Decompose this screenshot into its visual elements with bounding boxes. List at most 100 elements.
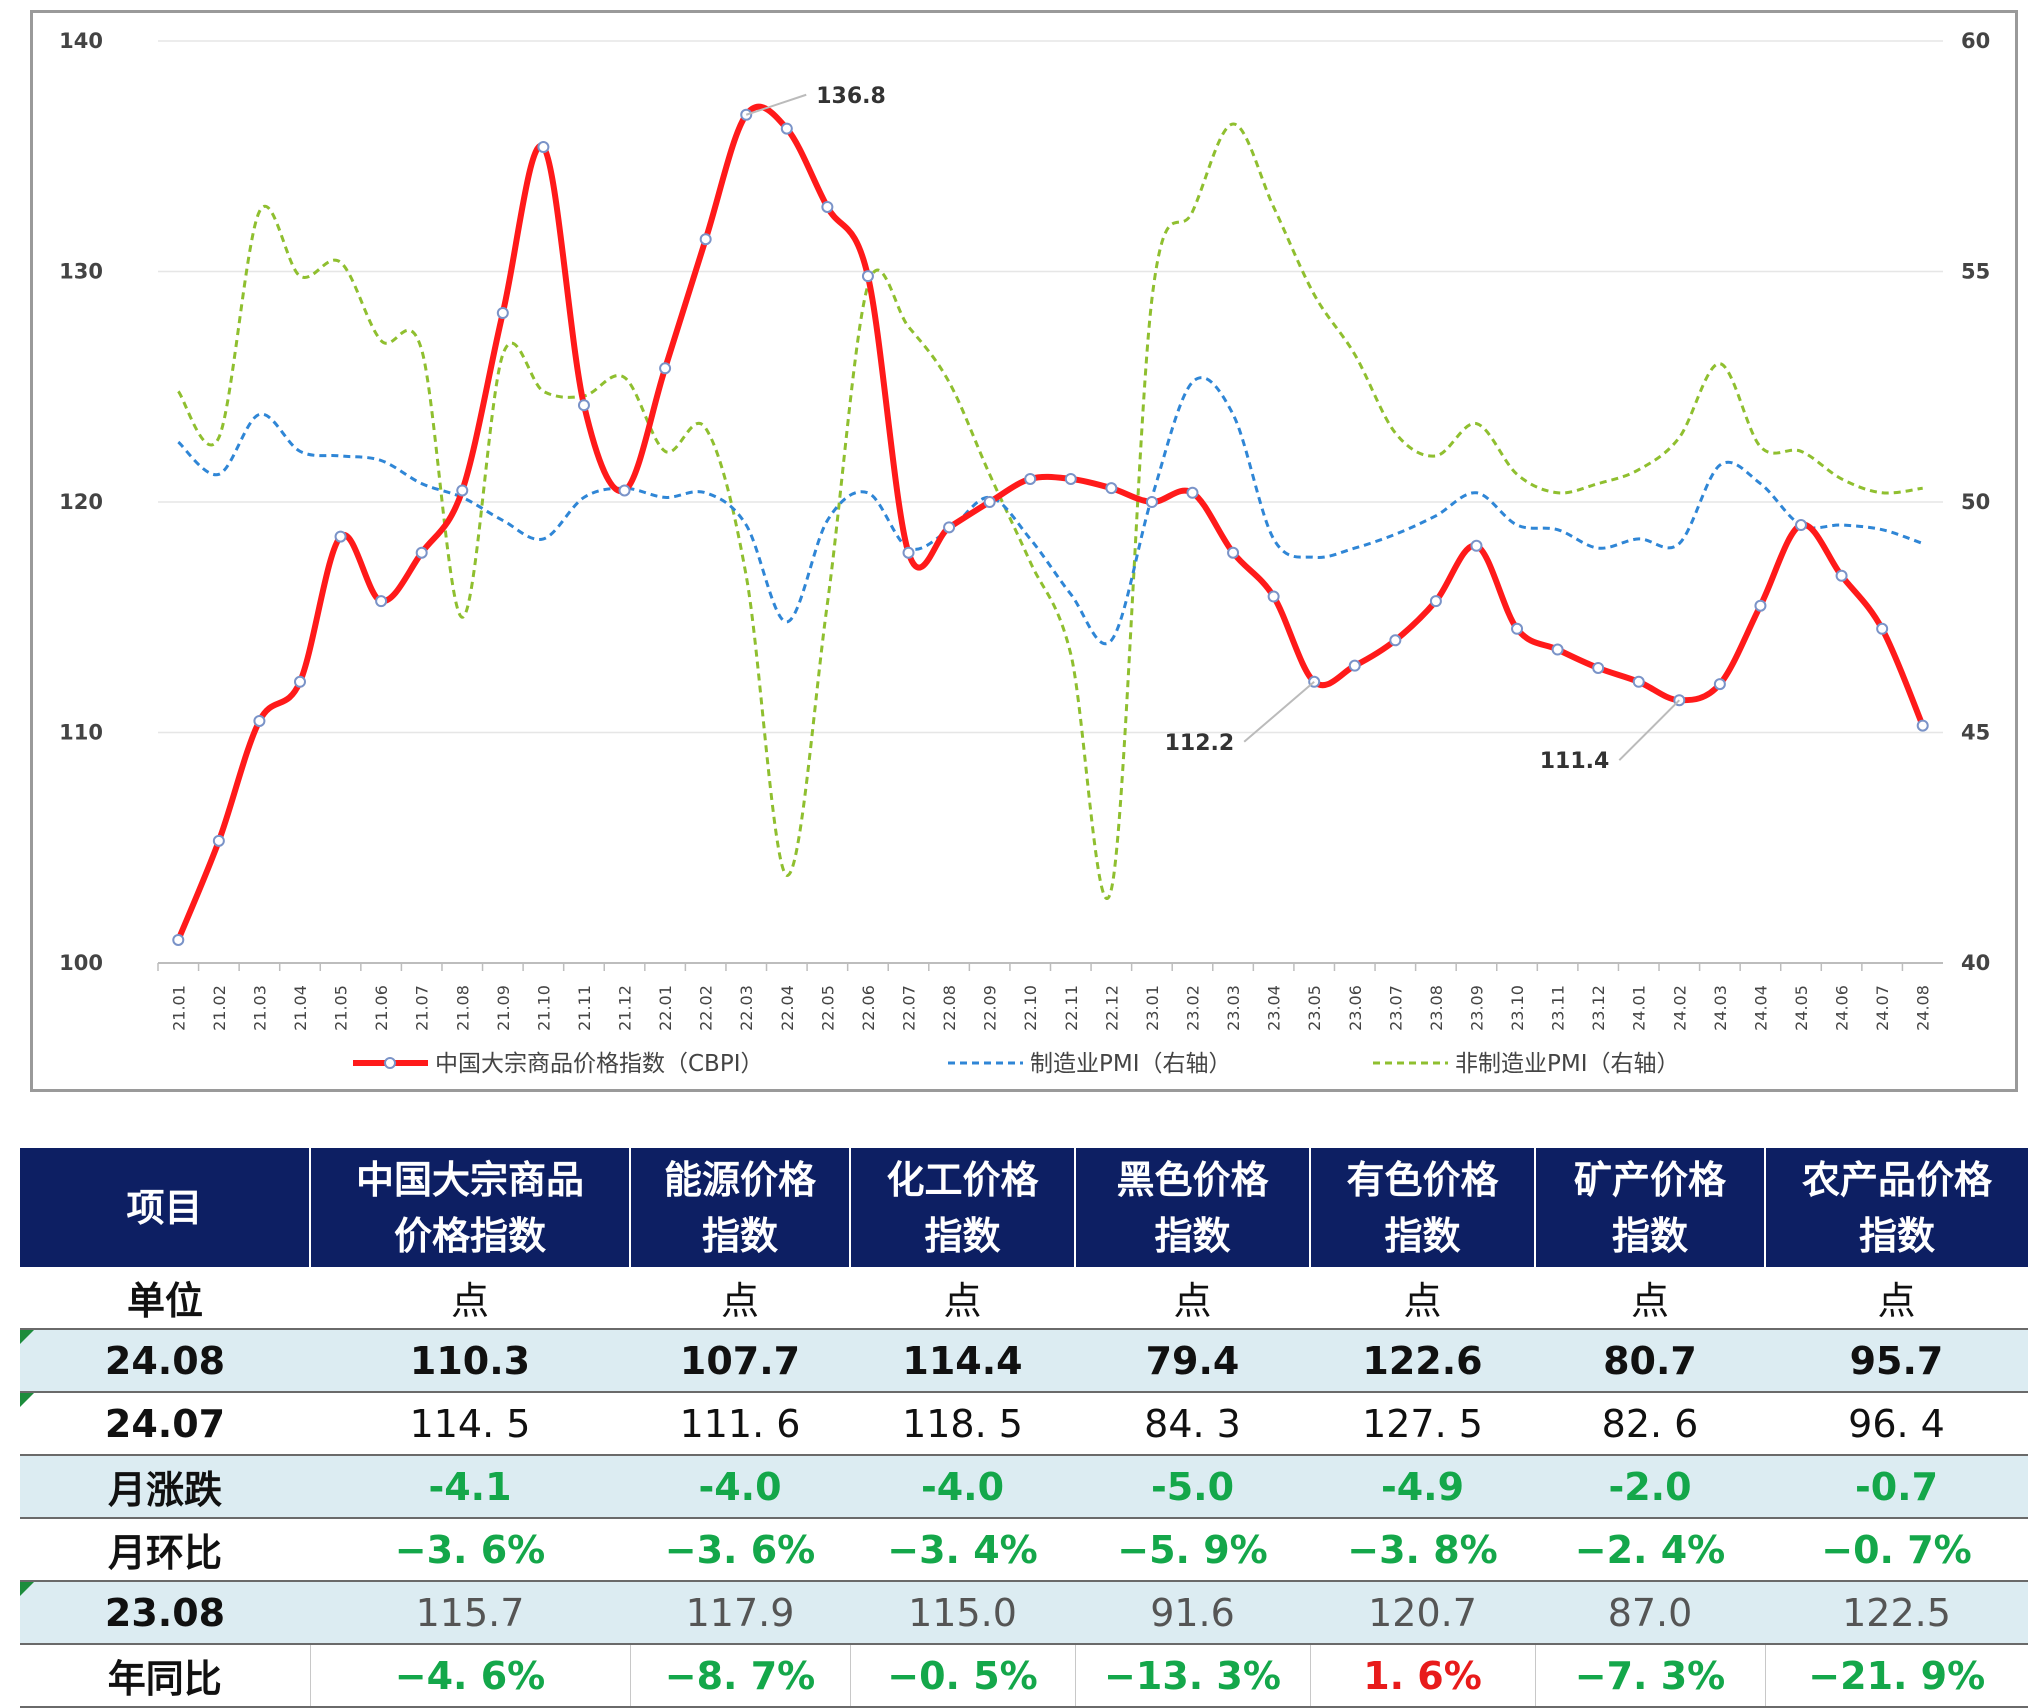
table-cell: −0. 7% <box>1765 1518 2028 1582</box>
table-row-mom: 月环比 −3. 6% −3. 6% −3. 4% −5. 9% −3. 8% −2. 4% −… <box>20 1518 2028 1582</box>
right-axis-tick-label: 50 <box>1961 490 1990 514</box>
table-cell: 点 <box>1075 1267 1310 1330</box>
x-axis-tick-label: 22.06 <box>859 985 878 1031</box>
annotation-leader <box>745 93 807 116</box>
table-cell: 127. 5 <box>1310 1392 1535 1456</box>
x-axis-tick-label: 23.09 <box>1467 985 1486 1031</box>
right-axis-tick-label: 55 <box>1961 260 1990 284</box>
x-axis-tick-label: 23.07 <box>1386 985 1405 1031</box>
table-row-yoy: 年同比 −4. 6% −8. 7% −0. 5% −13. 3% 1. 6% −7. 3% −… <box>20 1644 2028 1708</box>
table-cell: 114.4 <box>850 1329 1075 1393</box>
row-label: 年同比 <box>20 1644 311 1708</box>
column-header-line: 有色价格 <box>1346 1157 1499 1202</box>
x-axis-tick-label: 24.08 <box>1914 985 1933 1031</box>
chart-frame: 100 110 120 130 140 40 45 50 55 60 21.01 21.02 21.03… <box>30 10 2018 1092</box>
manufacturing-pmi-line <box>177 376 1924 645</box>
x-axis-tick-label: 21.03 <box>250 985 269 1031</box>
table-cell: 点 <box>1765 1267 2028 1330</box>
x-axis-tick-label: 21.05 <box>332 985 351 1031</box>
row-label: 23.08 <box>20 1581 310 1645</box>
table-cell: -0.7 <box>1765 1455 2028 1519</box>
table-cell: −21. 9% <box>1765 1644 2028 1708</box>
x-axis-tick-label: 24.03 <box>1711 985 1730 1031</box>
table-cell: −3. 4% <box>850 1518 1075 1582</box>
table-row-2408: 24.08 110.3 107.7 114.4 79.4 122.6 80.7 95.7 <box>20 1329 2028 1393</box>
x-axis-tick-label: 24.07 <box>1873 985 1892 1031</box>
x-axis-tick-label: 21.08 <box>453 985 472 1031</box>
table-cell: -4.1 <box>310 1455 630 1519</box>
table-cell: 点 <box>310 1267 630 1330</box>
data-label: 112.2 <box>1165 731 1235 756</box>
cbpi-point <box>699 233 712 246</box>
cbpi-line <box>175 103 1926 942</box>
price-index-chart: 100 110 120 130 140 40 45 50 55 60 21.01 21.02 21.03… <box>59 29 1990 1077</box>
annotation-leader <box>1618 699 1681 761</box>
legend-marker <box>384 1057 396 1069</box>
cbpi-point <box>1105 482 1118 495</box>
row-label: 月环比 <box>20 1518 310 1582</box>
table-cell: −4. 6% <box>310 1644 631 1708</box>
column-header-line: 指数 <box>924 1213 1001 1258</box>
right-axis-tick-label: 60 <box>1961 29 1990 53</box>
x-axis-tick-label: 22.12 <box>1102 985 1121 1031</box>
x-axis-tick-label: 24.02 <box>1670 985 1689 1031</box>
column-header: 能源价格 指数 <box>630 1148 851 1267</box>
x-axis-tick-label: 21.02 <box>210 985 229 1031</box>
cbpi-point <box>496 306 509 319</box>
table-cell: 96. 4 <box>1765 1392 2028 1456</box>
cell-flag-marker <box>20 1582 34 1596</box>
row-label: 月涨跌 <box>20 1455 310 1519</box>
x-axis-tick-label: 22.11 <box>1062 985 1081 1031</box>
non-manufacturing-pmi-line <box>177 122 1923 901</box>
table-row-unit: 单位点点点点点点点 <box>20 1267 2028 1330</box>
column-header-line: 能源价格 <box>663 1157 816 1202</box>
data-label: 136.8 <box>816 84 886 109</box>
x-axis-tick-label: 21.09 <box>494 985 513 1031</box>
index-table: 项目 中国大宗商品 价格指数 能源价格 指数 化工价格 指数 黑色价格 指数 有色价格 指数 矿产价格… <box>20 1148 2028 1708</box>
column-header: 农产品价格 指数 <box>1765 1148 2028 1267</box>
cell-flag-marker <box>20 1330 34 1344</box>
left-axis-tick-label: 130 <box>59 260 103 284</box>
x-axis-tick-label: 23.10 <box>1508 985 1527 1031</box>
right-axis-tick-label: 45 <box>1961 721 1990 745</box>
x-axis-tick-label: 24.01 <box>1630 985 1649 1031</box>
column-header: 黑色价格 指数 <box>1075 1148 1311 1267</box>
row-label: 24.08 <box>20 1329 310 1393</box>
table-cell: −7. 3% <box>1535 1644 1766 1708</box>
cbpi-point <box>1389 634 1402 647</box>
x-axis-tick-label: 22.07 <box>900 985 919 1031</box>
cbpi-point <box>1186 486 1199 499</box>
x-axis-tick-label: 21.01 <box>169 985 188 1031</box>
table-cell: 79.4 <box>1075 1329 1310 1393</box>
cbpi-point <box>293 675 306 688</box>
x-axis-tick-label: 24.04 <box>1751 985 1770 1031</box>
cbpi-point <box>456 484 469 497</box>
table-cell: 点 <box>630 1267 850 1330</box>
legend-label: 非制造业PMI（右轴） <box>1455 1051 1680 1077</box>
cbpi-point <box>983 496 996 508</box>
cbpi-point <box>1511 622 1524 635</box>
table-header-row: 项目 中国大宗商品 价格指数 能源价格 指数 化工价格 指数 黑色价格 指数 有色价格 指数 矿产价格… <box>20 1148 2028 1267</box>
column-header-line: 指数 <box>1154 1213 1231 1258</box>
table-cell: −3. 6% <box>310 1518 630 1582</box>
table-cell: 122.6 <box>1310 1329 1535 1393</box>
cbpi-point <box>212 834 225 847</box>
cbpi-point <box>1835 569 1848 582</box>
x-axis-tick-label: 21.10 <box>534 985 553 1031</box>
cbpi-point <box>537 141 550 154</box>
table-cell: 115.0 <box>850 1581 1075 1645</box>
x-axis-tick-label: 21.12 <box>616 985 635 1031</box>
x-axis-tick-label: 22.09 <box>981 985 1000 1031</box>
x-axis-tick-label: 21.06 <box>372 985 391 1031</box>
x-axis-tick-label: 22.03 <box>737 985 756 1031</box>
cbpi-point <box>1429 595 1442 608</box>
x-axis-tick-label: 24.06 <box>1833 985 1852 1031</box>
column-header-line: 化工价格 <box>886 1157 1039 1202</box>
table-cell: 87.0 <box>1535 1581 1765 1645</box>
x-axis-tick-label: 23.06 <box>1346 985 1365 1031</box>
column-header-line: 价格指数 <box>393 1213 546 1258</box>
cbpi-point <box>1267 590 1280 603</box>
right-axis-tick-label: 40 <box>1961 951 1990 975</box>
table-cell: −3. 8% <box>1310 1518 1535 1582</box>
